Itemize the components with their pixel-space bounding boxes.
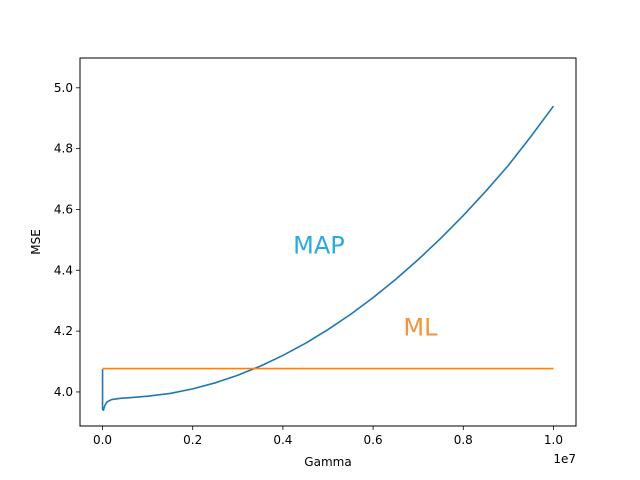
series-line-1 [101,105,555,411]
x-axis-offset-label: 1e7 [553,452,576,466]
annotation-map-label: MAP [293,232,345,260]
plot-lines [101,105,555,411]
y-tick-label: 5.0 [54,81,73,95]
y-axis-ticks: 4.0 4.2 4.4 4.6 4.8 5.0 [54,81,80,399]
x-tick-label: 0.2 [183,433,202,447]
x-tick-label: 0.6 [364,433,383,447]
plot-frame [79,57,577,427]
x-tick-label: 0.8 [454,433,473,447]
y-tick-label: 4.8 [54,142,73,156]
x-tick-label: 0.0 [93,433,112,447]
y-tick-label: 4.4 [54,263,73,277]
y-tick-label: 4.2 [54,324,73,338]
annotation-ml-label: ML [403,314,438,342]
y-tick-label: 4.0 [54,385,73,399]
x-axis-label: Gamma [304,455,351,469]
annotations: MAP ML [293,232,438,342]
x-tick-label: 0.4 [273,433,292,447]
y-tick-label: 4.6 [54,202,73,216]
x-axis-ticks: 0.0 0.2 0.4 0.6 0.8 1.0 [93,426,563,447]
y-axis-label: MSE [29,229,43,255]
x-tick-label: 1.0 [544,433,563,447]
